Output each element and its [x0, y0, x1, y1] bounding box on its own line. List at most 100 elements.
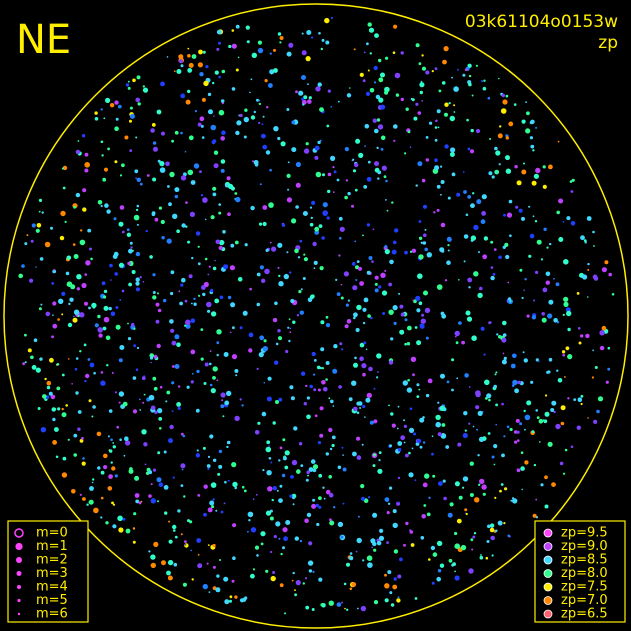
star [396, 501, 401, 506]
star [37, 407, 41, 410]
star [449, 502, 454, 507]
star [119, 345, 125, 350]
star [146, 174, 150, 177]
star [353, 48, 356, 51]
star [333, 170, 337, 174]
star [254, 430, 260, 435]
star [110, 311, 116, 317]
star [253, 160, 259, 165]
star [403, 424, 407, 428]
star [352, 285, 358, 291]
star [333, 506, 336, 509]
star [227, 479, 230, 482]
star [184, 150, 187, 153]
star [547, 441, 553, 447]
star [249, 287, 252, 291]
star [108, 409, 113, 413]
star [61, 407, 64, 411]
star [440, 373, 445, 379]
star [207, 467, 210, 471]
star [565, 346, 570, 351]
star [536, 416, 540, 419]
star [100, 470, 105, 475]
star [390, 337, 394, 341]
star [121, 289, 125, 293]
star [319, 433, 324, 438]
star [213, 458, 217, 462]
star [166, 238, 172, 244]
star [135, 136, 138, 139]
star [212, 565, 216, 569]
star [272, 486, 277, 491]
star [425, 136, 429, 139]
star [426, 252, 432, 258]
star [494, 529, 498, 533]
star [397, 441, 403, 446]
star [180, 175, 187, 181]
star [507, 534, 511, 538]
star [524, 428, 526, 431]
star [306, 414, 311, 420]
star [436, 576, 442, 582]
star [64, 220, 67, 223]
star [317, 388, 321, 392]
star [302, 277, 306, 280]
star [418, 388, 421, 391]
star [341, 446, 344, 449]
star [562, 313, 565, 316]
star [258, 99, 261, 102]
star [396, 427, 399, 430]
star [351, 262, 356, 266]
star [229, 599, 232, 603]
star [157, 308, 162, 313]
star [307, 474, 309, 477]
star [132, 409, 138, 414]
star [364, 416, 366, 418]
star [229, 595, 233, 599]
star [121, 163, 125, 168]
star [57, 318, 60, 321]
star [21, 264, 25, 268]
star [176, 69, 182, 74]
star [330, 16, 333, 20]
star [255, 493, 258, 496]
star [52, 301, 57, 306]
star [423, 233, 427, 237]
star [133, 327, 136, 330]
star [256, 554, 259, 557]
star [376, 353, 382, 359]
star [35, 266, 37, 268]
star [438, 481, 443, 486]
zp-marker [543, 542, 553, 551]
star [218, 203, 221, 206]
star [261, 123, 264, 126]
star [422, 482, 428, 488]
star [209, 434, 214, 439]
star [335, 278, 338, 281]
star [158, 482, 164, 488]
star [337, 465, 342, 470]
star [305, 56, 311, 62]
star [412, 299, 415, 302]
star [486, 540, 490, 543]
star [408, 427, 415, 433]
star [481, 194, 487, 200]
star [354, 188, 358, 192]
star [346, 608, 349, 611]
star [417, 273, 423, 280]
star [431, 581, 435, 585]
star [156, 109, 162, 115]
star [235, 130, 240, 136]
star [161, 131, 165, 136]
star [215, 587, 221, 593]
star [341, 348, 344, 351]
star [366, 555, 373, 561]
star [71, 383, 73, 385]
star [278, 498, 283, 503]
star [422, 204, 428, 209]
star [177, 406, 181, 410]
star [126, 228, 130, 232]
star [125, 83, 130, 87]
star [544, 411, 550, 417]
star [456, 518, 462, 524]
